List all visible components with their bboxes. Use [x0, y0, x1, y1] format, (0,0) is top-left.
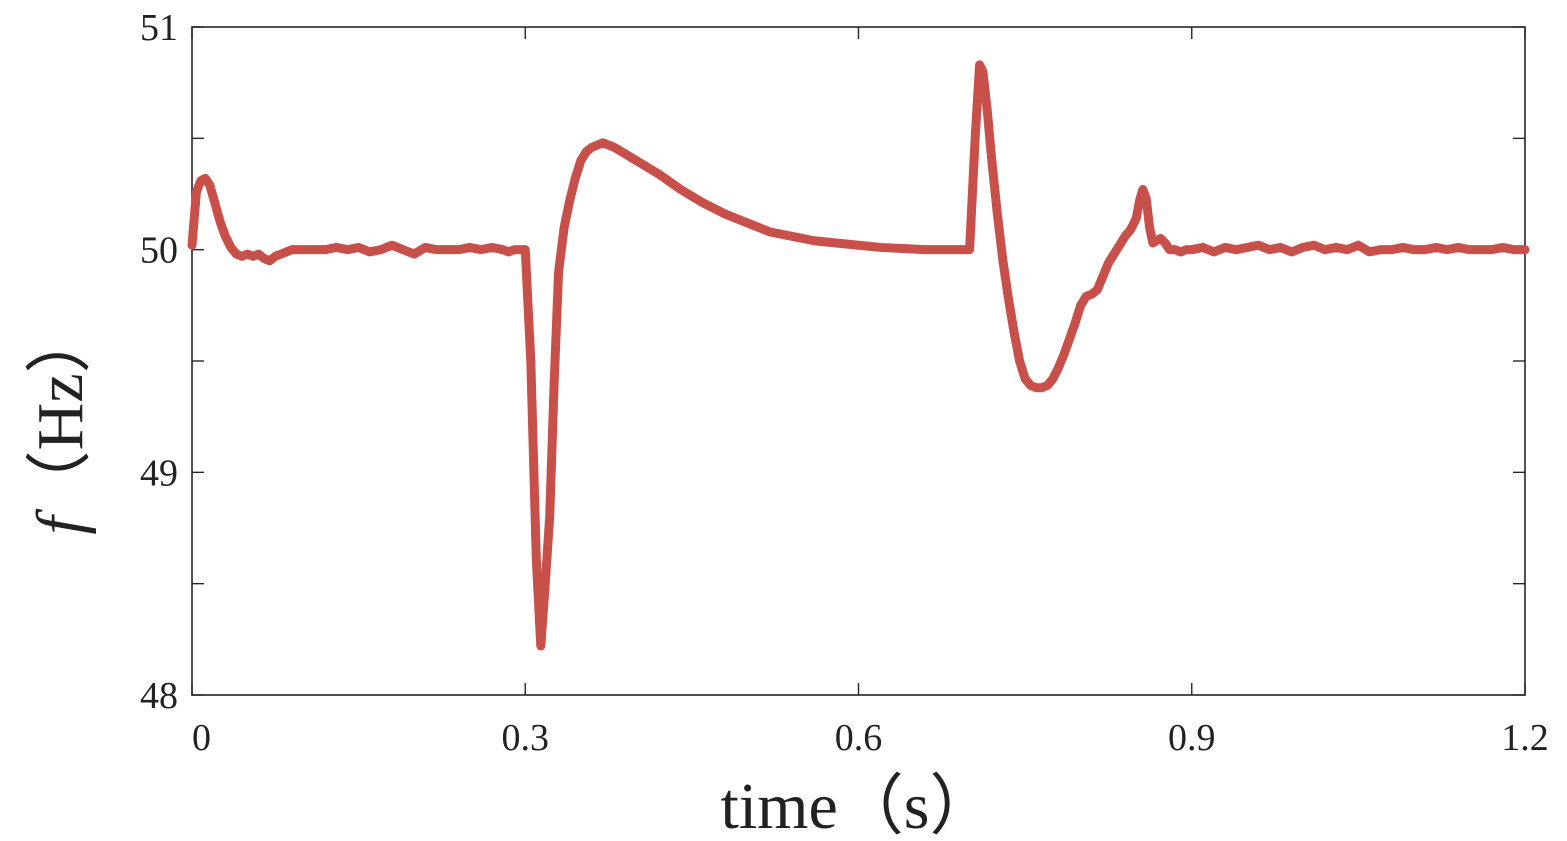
y-axis-label: f（Hz）: [24, 307, 97, 534]
x-tick-label: 1.2: [1501, 717, 1549, 759]
series-line: [187, 60, 1530, 651]
y-tick-label: 50: [140, 230, 178, 272]
x-tick-label: 0.3: [502, 717, 550, 759]
y-tick-label: 48: [140, 675, 178, 717]
y-axis-unit: （Hz）: [24, 307, 97, 516]
x-tick-label: 0.6: [835, 717, 883, 759]
y-tick-label: 49: [140, 452, 178, 494]
y-tick-labels: 48 49 50 51: [140, 7, 178, 717]
series-group: [187, 60, 1530, 651]
x-tick-labels: 0 0.3 0.6 0.9 1.2: [192, 717, 1549, 759]
x-tick-label: 0.9: [1168, 717, 1216, 759]
x-axis-label: time（s）: [721, 770, 996, 841]
plot-frame: [191, 26, 1526, 696]
axis-ticks: [191, 26, 1526, 696]
y-tick-label: 51: [140, 7, 178, 49]
x-tick-label: 0: [192, 717, 211, 759]
